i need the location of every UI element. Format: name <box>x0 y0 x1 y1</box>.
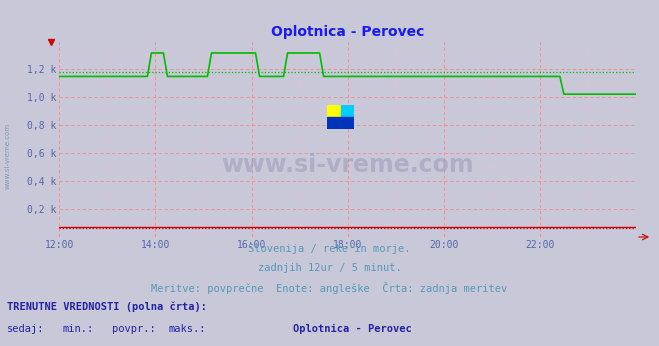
Bar <box>341 105 354 117</box>
Bar <box>341 117 354 129</box>
Text: sedaj:: sedaj: <box>7 324 44 334</box>
Text: povpr.:: povpr.: <box>112 324 156 334</box>
Text: www.si-vreme.com: www.si-vreme.com <box>5 122 11 189</box>
Text: Meritve: povprečne  Enote: angleške  Črta: zadnja meritev: Meritve: povprečne Enote: angleške Črta:… <box>152 282 507 294</box>
Text: www.si-vreme.com: www.si-vreme.com <box>221 153 474 177</box>
Text: TRENUTNE VREDNOSTI (polna črta):: TRENUTNE VREDNOSTI (polna črta): <box>7 301 206 311</box>
Text: maks.:: maks.: <box>168 324 206 334</box>
Bar <box>328 105 341 117</box>
Text: min.:: min.: <box>63 324 94 334</box>
Text: Oplotnica - Perovec: Oplotnica - Perovec <box>293 324 412 334</box>
Text: zadnjih 12ur / 5 minut.: zadnjih 12ur / 5 minut. <box>258 263 401 273</box>
Title: Oplotnica - Perovec: Oplotnica - Perovec <box>271 25 424 39</box>
Text: Slovenija / reke in morje.: Slovenija / reke in morje. <box>248 244 411 254</box>
Bar <box>328 117 341 129</box>
